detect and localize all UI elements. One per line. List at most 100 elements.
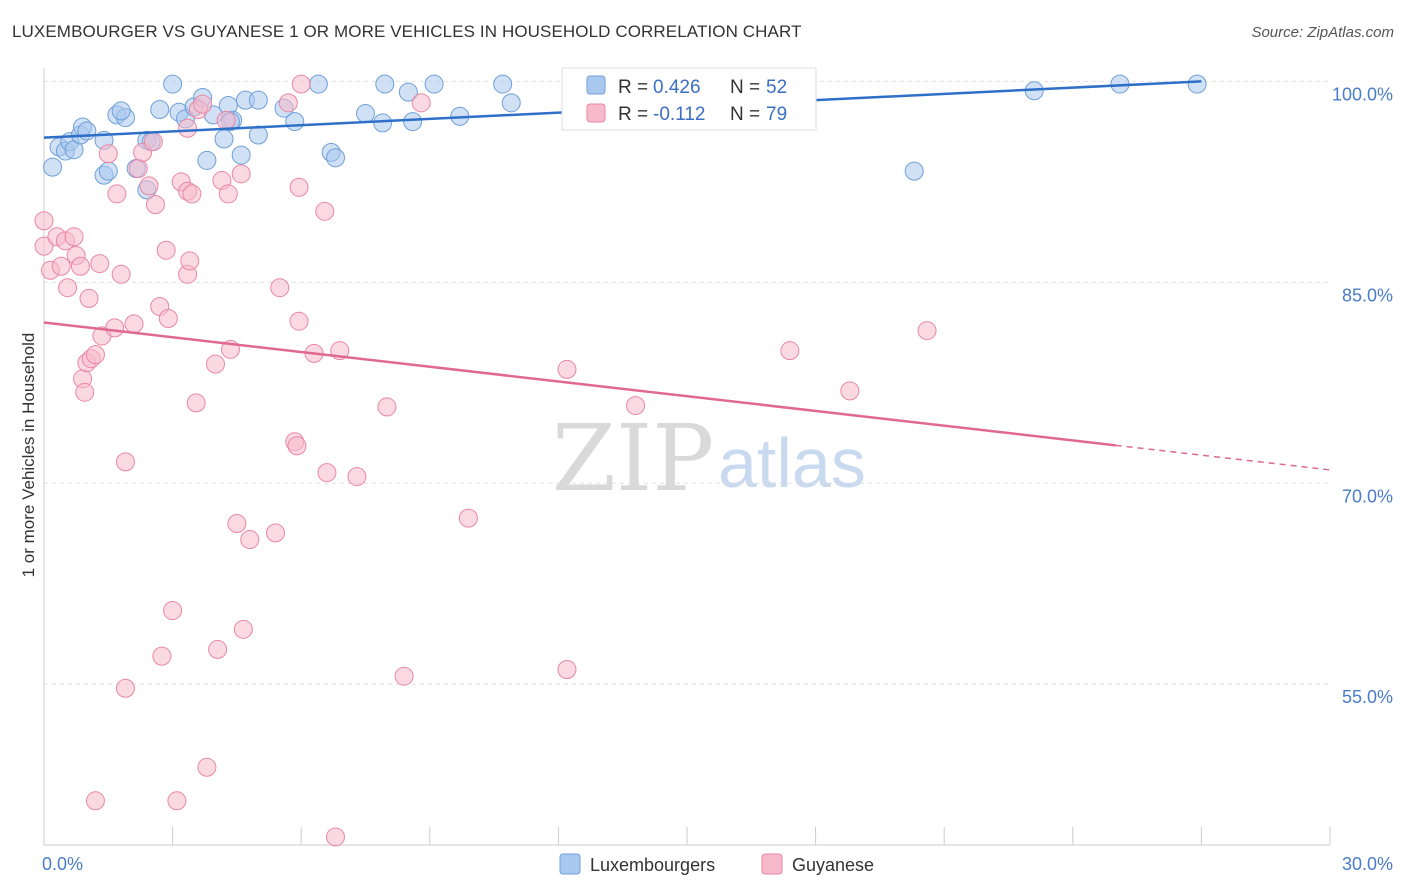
y-tick-label: 85.0% xyxy=(1342,285,1393,305)
point-luxembourgers xyxy=(77,121,97,141)
y-axis-title: 1 or more Vehicles in Household xyxy=(19,333,38,578)
legend-r-value: 0.426 xyxy=(653,77,701,98)
trend-line-guyanese xyxy=(43,321,1116,447)
legend-swatch-luxembourgers xyxy=(586,75,606,95)
point-guyanese xyxy=(626,396,646,416)
point-luxembourgers xyxy=(403,112,423,132)
legend-r-label: R = xyxy=(618,77,648,98)
point-guyanese xyxy=(240,530,260,550)
watermark: ZIP atlas xyxy=(552,405,866,512)
point-guyanese xyxy=(98,144,118,164)
point-guyanese xyxy=(411,93,431,113)
point-guyanese xyxy=(182,184,202,204)
point-guyanese xyxy=(145,195,165,215)
point-luxembourgers xyxy=(248,90,268,110)
point-guyanese xyxy=(270,278,290,298)
point-luxembourgers xyxy=(356,104,375,124)
point-luxembourgers xyxy=(308,74,328,94)
point-guyanese xyxy=(143,132,163,152)
x-ticks xyxy=(43,827,1331,845)
point-guyanese xyxy=(193,94,213,114)
point-guyanese xyxy=(377,397,397,417)
point-guyanese xyxy=(180,251,200,271)
watermark-zip: ZIP xyxy=(552,405,714,512)
point-guyanese xyxy=(278,93,298,113)
point-guyanese xyxy=(557,359,577,379)
point-guyanese xyxy=(107,184,127,204)
point-guyanese xyxy=(105,318,125,338)
point-guyanese xyxy=(115,678,135,698)
point-luxembourgers xyxy=(231,145,251,165)
point-luxembourgers xyxy=(197,150,217,170)
point-luxembourgers xyxy=(214,129,234,149)
point-guyanese xyxy=(917,321,937,341)
point-guyanese xyxy=(34,211,54,231)
point-guyanese xyxy=(85,791,105,811)
point-luxembourgers xyxy=(248,125,268,145)
y-tick-label: 100.0% xyxy=(1332,84,1393,104)
point-guyanese xyxy=(233,619,253,639)
point-luxembourgers xyxy=(501,93,521,113)
point-guyanese xyxy=(139,176,159,196)
point-guyanese xyxy=(315,201,335,221)
point-luxembourgers xyxy=(98,161,118,181)
point-guyanese xyxy=(291,74,311,94)
point-luxembourgers xyxy=(373,113,393,133)
point-luxembourgers xyxy=(150,100,170,120)
point-guyanese xyxy=(85,345,105,365)
data-points xyxy=(34,74,1207,847)
legend-n-label: N = xyxy=(730,77,760,98)
legend-r-label: R = xyxy=(618,104,648,125)
point-guyanese xyxy=(128,158,148,178)
x-tick-label: 30.0% xyxy=(1342,854,1393,874)
point-guyanese xyxy=(218,184,238,204)
point-guyanese xyxy=(115,452,135,472)
bottom-legend-label-luxembourgers: Luxembourgers xyxy=(590,855,715,875)
point-guyanese xyxy=(205,354,225,374)
point-guyanese xyxy=(163,601,183,621)
bottom-legend-swatch-luxembourgers xyxy=(559,853,581,875)
point-luxembourgers xyxy=(904,161,924,181)
point-guyanese xyxy=(156,240,176,260)
point-guyanese xyxy=(111,264,131,284)
chart-source: Source: ZipAtlas.com xyxy=(1251,24,1394,41)
point-guyanese xyxy=(287,436,307,456)
point-guyanese xyxy=(58,278,78,298)
bottom-legend: Luxembourgers Guyanese xyxy=(559,853,874,875)
point-luxembourgers xyxy=(424,74,444,94)
legend-n-value: 52 xyxy=(766,77,787,98)
legend-n-value: 79 xyxy=(766,104,787,125)
point-guyanese xyxy=(289,177,309,197)
bottom-legend-swatch-guyanese xyxy=(761,853,783,875)
legend-r-value: -0.112 xyxy=(653,104,705,125)
point-guyanese xyxy=(289,311,309,331)
point-guyanese xyxy=(780,341,800,361)
point-guyanese xyxy=(557,660,577,680)
point-guyanese xyxy=(34,236,54,256)
point-guyanese xyxy=(227,513,247,533)
point-guyanese xyxy=(64,227,84,247)
point-luxembourgers xyxy=(111,101,131,121)
point-luxembourgers xyxy=(325,148,345,168)
point-guyanese xyxy=(347,467,367,487)
point-luxembourgers xyxy=(375,74,395,94)
y-tick-label: 55.0% xyxy=(1342,687,1393,707)
point-guyanese xyxy=(51,256,71,276)
trend-line-guyanese-extension xyxy=(1115,444,1331,471)
point-guyanese xyxy=(325,827,345,847)
stats-legend: R = 0.426 N = 52 R = -0.112 N = 79 xyxy=(561,67,817,131)
point-guyanese xyxy=(186,393,206,413)
legend-n-label: N = xyxy=(730,104,760,125)
point-guyanese xyxy=(75,382,95,402)
point-guyanese xyxy=(458,508,478,528)
point-guyanese xyxy=(79,288,99,308)
legend-swatch-guyanese xyxy=(586,103,606,123)
point-guyanese xyxy=(90,254,110,274)
point-guyanese xyxy=(216,110,236,130)
point-luxembourgers xyxy=(43,157,63,177)
chart-title: LUXEMBOURGER VS GUYANESE 1 OR MORE VEHIC… xyxy=(12,22,802,41)
point-guyanese xyxy=(840,381,860,401)
point-guyanese xyxy=(167,791,187,811)
point-guyanese xyxy=(231,164,251,184)
